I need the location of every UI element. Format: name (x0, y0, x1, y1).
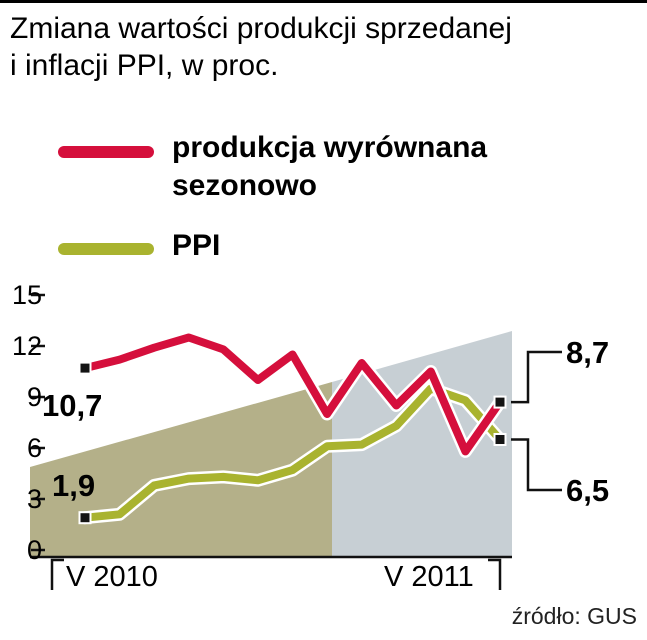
produkcja-line (81, 333, 504, 456)
callout-bracket-produkcja-end (511, 350, 562, 404)
x-bracket-left (50, 558, 64, 590)
y-axis-ticks (31, 293, 45, 552)
x-tick-label-2011: V 2011 (384, 561, 474, 593)
y-tick-label: 15 (11, 280, 42, 310)
marker-produkcja-end (493, 395, 507, 409)
legend-label-ppi: PPI (172, 229, 221, 262)
marker-ppi-end (493, 433, 507, 446)
callout-bracket-ppi-end (511, 438, 562, 492)
legend-swatch-produkcja (58, 146, 154, 158)
chart-title-line1: Zmiana wartości produkcji sprzedanej (10, 12, 512, 45)
top-rule (0, 0, 647, 3)
chart-title: Zmiana wartości produkcji sprzedanej i i… (10, 10, 645, 84)
y-tick-label: 12 (11, 331, 42, 361)
y-tick-label: 6 (26, 433, 42, 463)
x-tick-label-2010: V 2010 (66, 561, 158, 593)
y-tick-label: 3 (26, 484, 42, 514)
callout-produkcja-end: 8,7 (566, 335, 610, 370)
ppi-line (81, 384, 504, 522)
callout-ppi-start: 1,9 (52, 468, 96, 503)
marker-ppi-start (78, 511, 92, 525)
y-tick-label: 9 (26, 382, 42, 412)
marker-produkcja-start (78, 361, 92, 375)
legend-swatch-ppi (58, 243, 154, 255)
y-tick-label: 0 (26, 535, 42, 565)
legend-label-produkcja: produkcja wyrównana sezonowo (172, 131, 488, 202)
callout-produkcja-start: 10,7 (42, 388, 103, 423)
source-credit: źródło: GUS (511, 603, 637, 629)
callout-ppi-end: 6,5 (566, 473, 610, 508)
chart-title-line2: i inflacji PPI, w proc. (10, 49, 279, 82)
x-bracket-right (488, 558, 502, 590)
